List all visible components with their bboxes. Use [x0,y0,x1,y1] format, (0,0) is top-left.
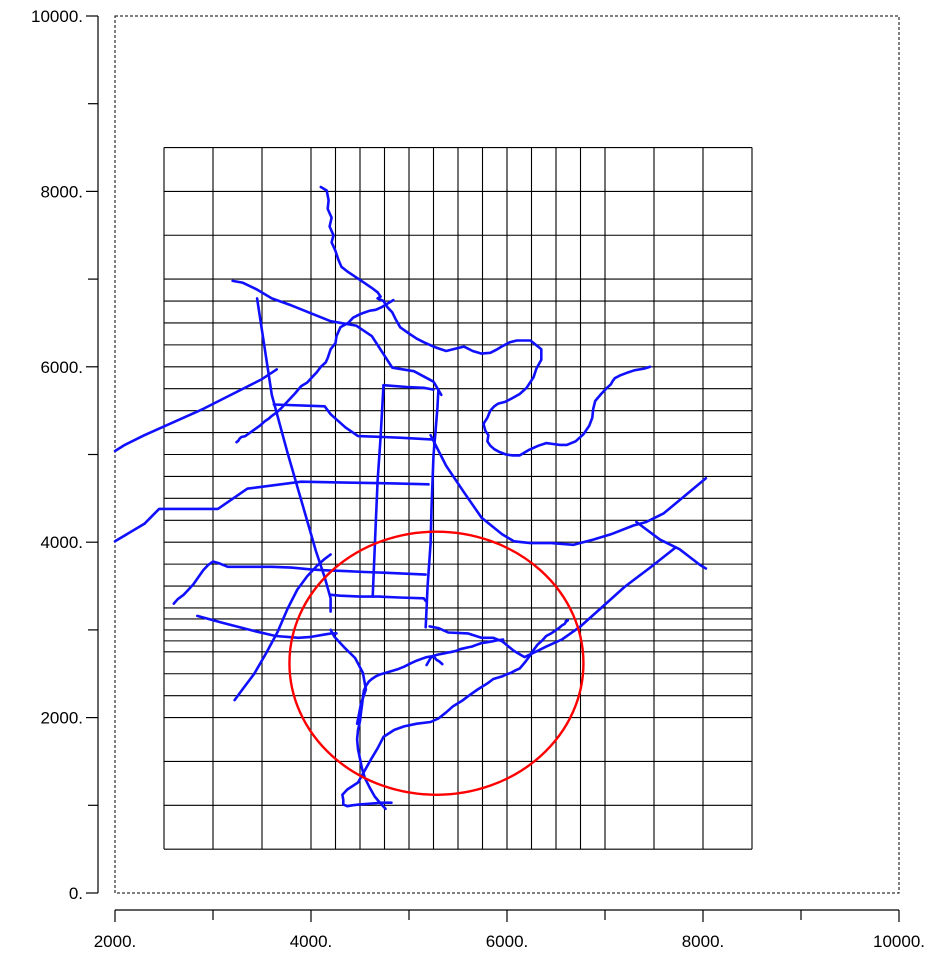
line-series-group [113,185,708,811]
series-line-6 [113,368,279,453]
series-line-21 [329,628,368,726]
x-tick-label: 2000. [94,932,137,951]
mesh-grid [163,147,753,850]
series-line-16 [635,520,708,570]
domain-boundary [114,15,900,894]
series-line-17 [428,546,677,659]
series-line-20 [196,614,338,640]
series-line-19 [233,553,332,702]
series-line-9 [272,403,435,441]
y-tick-label: 0. [69,884,83,903]
series-line-5 [425,654,444,667]
boundary-rect [114,15,900,894]
circle-overlay [288,530,585,796]
series-line-2 [235,298,395,444]
series-line-1 [319,185,652,457]
y-tick-label: 4000. [40,533,83,552]
y-tick-label: 6000. [40,358,83,377]
series-line-4 [355,638,505,811]
series-line-14 [429,433,575,547]
x-tick-label: 4000. [290,932,333,951]
series-line-22 [329,593,428,603]
y-tick-label: 2000. [40,709,83,728]
series-line-11 [382,383,435,391]
series-line-15 [572,476,708,547]
series-line-10 [371,383,385,598]
series-line-18 [172,560,428,605]
x-tick-label: 10000. [873,932,925,951]
series-line-12 [424,388,440,629]
y-tick-label: 10000. [31,7,83,26]
y-tick-label: 8000. [40,182,83,201]
axes: 0. 2000. 4000. 6000. 8000. 10000. 2000. 4000. 60… [31,7,925,951]
x-tick-label: 8000. [682,932,725,951]
red-circle [288,530,585,796]
series-line-3 [341,618,570,808]
series-line-7 [231,279,443,397]
series-line-13 [113,480,430,543]
x-tick-label: 6000. [486,932,529,951]
